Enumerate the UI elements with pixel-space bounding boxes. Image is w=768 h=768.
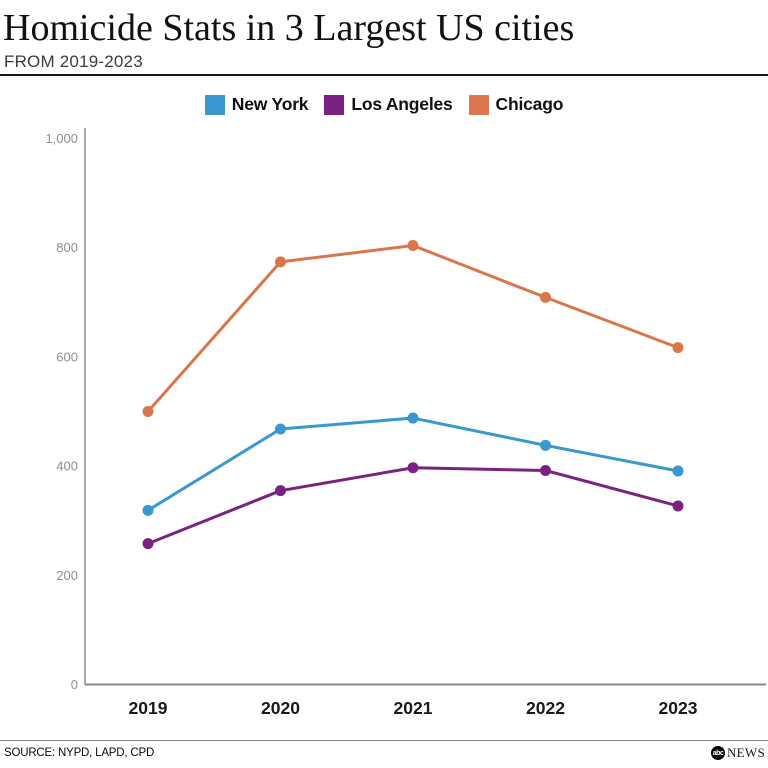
news-logo-text: NEWS (726, 745, 765, 760)
series-line-los-angeles (146, 466, 680, 546)
data-point-los-angeles-2023 (672, 500, 684, 512)
data-point-los-angeles-2020 (275, 485, 286, 497)
data-point-new-york-2023 (672, 465, 684, 477)
header-divider (0, 74, 768, 76)
data-point-new-york-2019 (142, 504, 154, 516)
legend-swatch-chicago (468, 94, 489, 115)
legend-label-los-angeles: Los Angeles (351, 94, 453, 114)
data-point-new-york-2021 (407, 412, 419, 424)
legend-item-chicago: Chicago (468, 94, 564, 115)
page-title: Homicide Stats in 3 Largest US cities (3, 7, 575, 49)
y-tick-label: 600 (56, 349, 78, 364)
legend-swatch-los-angeles (324, 94, 345, 115)
x-tick-label: 2020 (261, 698, 300, 718)
legend-label-chicago: Chicago (495, 94, 564, 114)
data-point-chicago-2022 (540, 291, 551, 303)
y-tick-label: 1,000 (45, 131, 78, 146)
series-line-chicago (146, 244, 680, 413)
x-tick-label: 2023 (659, 698, 698, 718)
legend-item-los-angeles: Los Angeles (324, 94, 453, 115)
legend-label-new-york: New York (231, 94, 309, 114)
chart-legend: New York Los Angeles Chicago (0, 94, 768, 115)
x-tick-label: 2021 (394, 698, 433, 718)
data-point-new-york-2020 (275, 423, 286, 435)
y-tick-label: 0 (71, 677, 78, 692)
legend-item-new-york: New York (204, 94, 309, 115)
data-point-chicago-2019 (142, 406, 154, 417)
data-point-los-angeles-2022 (540, 464, 551, 476)
chart-subtitle: FROM 2019-2023 (4, 52, 143, 71)
abc-news-logo: abc NEWS (710, 745, 765, 761)
abc-logo-icon: abc (710, 746, 725, 760)
data-point-los-angeles-2021 (407, 462, 419, 474)
data-point-new-york-2022 (540, 439, 551, 451)
legend-swatch-new-york (204, 94, 225, 115)
y-tick-label: 200 (56, 568, 78, 583)
source-note: SOURCE: NYPD, LAPD, CPD (4, 747, 155, 759)
y-tick-label: 400 (56, 459, 78, 474)
data-point-chicago-2023 (672, 342, 684, 354)
y-tick-label: 800 (56, 240, 78, 255)
data-point-chicago-2021 (407, 240, 419, 252)
x-tick-label: 2019 (129, 698, 168, 718)
data-point-los-angeles-2019 (142, 538, 154, 550)
footer-divider (0, 740, 768, 741)
data-point-chicago-2020 (275, 256, 286, 268)
x-tick-label: 2022 (526, 698, 565, 718)
